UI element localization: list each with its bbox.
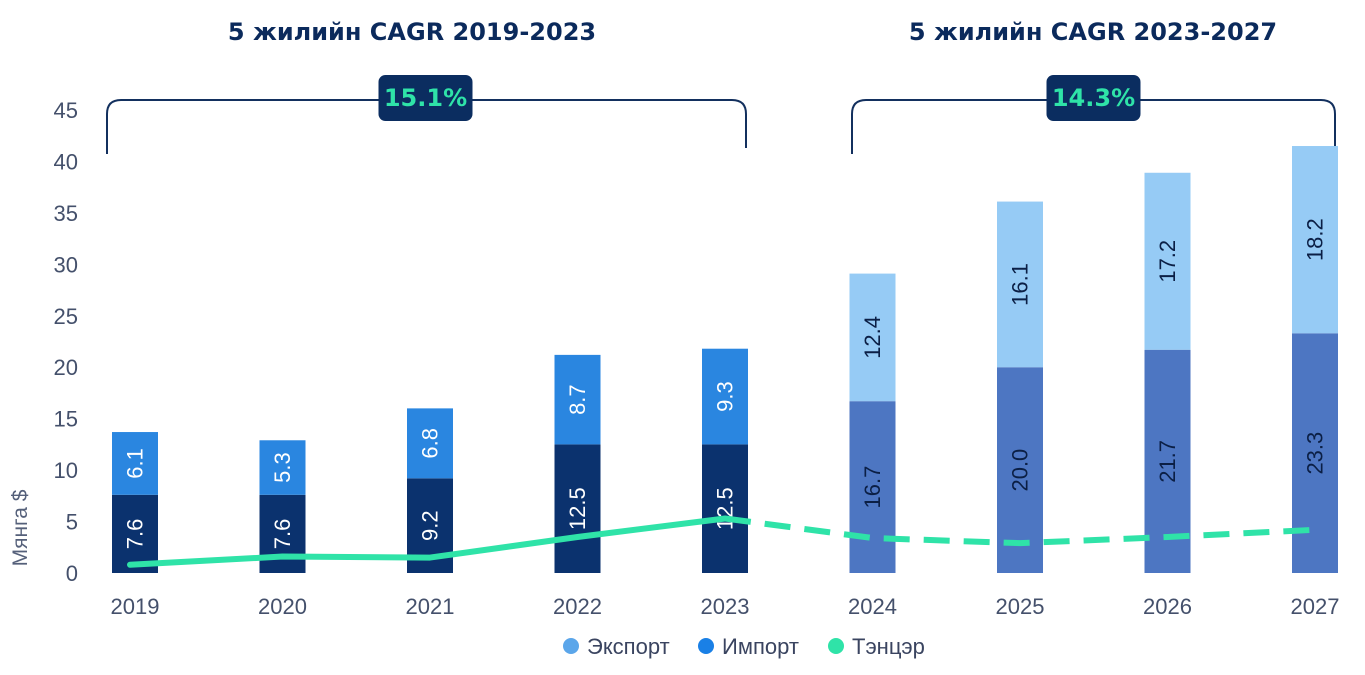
y-tick-label: 30 [54,252,78,277]
cagr-brackets: 15.1% 14.3% [106,75,1336,154]
y-tick-label: 40 [54,149,78,174]
x-tick-label: 2021 [406,594,455,619]
x-tick-label: 2020 [258,594,307,619]
bar-export-label: 16.1 [1008,263,1033,306]
legend-label-1: Экспорт [587,634,670,659]
cagr-value-2: 14.3% [1052,84,1135,112]
bar-export-2026 [1144,172,1191,350]
bar-export-2019 [112,432,158,495]
bar-export-label: 6.8 [418,428,443,459]
bar-import-label: 16.7 [860,466,885,509]
bar-export-2022 [554,354,601,445]
bar-export-label: 12.4 [860,316,885,359]
y-tick-label: 35 [54,201,78,226]
legend-marker-2 [698,638,714,654]
cagr-badge-1 [378,75,473,121]
balance-line-actual [127,515,728,568]
x-tick-label: 2027 [1291,594,1340,619]
y-tick-label: 45 [54,98,78,123]
period-titles: 5 жилийн CAGR 2019-2023 5 жилийн CAGR 202… [228,18,1277,46]
bars: 7.6 6.1 7.6 5.3 9.2 6.8 12.5 8.7 12.5 9.3 16.7 12.4… [112,146,1338,573]
x-tick-label: 2022 [553,594,602,619]
x-tick-label: 2025 [996,594,1045,619]
legend-marker-3 [828,638,844,654]
bar-import-label: 20.0 [1008,449,1033,492]
legend-label-3: Тэнцэр [852,634,925,659]
period-title-2: 5 жилийн CAGR 2023-2027 [909,18,1277,46]
bar-export-2021 [407,408,453,479]
x-axis: 2019 2020 2021 2022 2023 2024 2025 2026 2027 [111,594,1340,619]
bar-import-label: 12.5 [565,487,590,530]
y-tick-label: 15 [54,407,78,432]
y-axis-label: Мянга $ [9,489,32,566]
legend-label-2: Импорт [722,634,799,659]
bar-import-2025 [997,367,1043,573]
bar-export-label: 8.7 [565,384,590,415]
balance-line [127,515,1316,568]
bar-import-2024 [849,401,896,573]
bar-export-2025 [997,201,1043,368]
bar-import-label: 21.7 [1155,440,1180,483]
x-tick-label: 2024 [848,594,897,619]
bar-import-label: 12.5 [713,487,738,530]
balance-line-forecast [724,515,1316,547]
cagr-badge-2 [1046,75,1141,121]
bar-import-label: 9.2 [418,510,443,541]
period-title-1: 5 жилийн CAGR 2019-2023 [228,18,596,46]
y-tick-label: 25 [54,304,78,329]
y-tick-label: 5 [66,510,78,535]
bar-import-label: 7.6 [270,519,295,550]
x-tick-label: 2023 [701,594,750,619]
bar-import-2023 [702,444,748,573]
bar-export-label: 6.1 [123,448,148,479]
bar-export-2023 [702,348,748,445]
legend-marker-1 [563,638,579,654]
bar-import-2019 [112,494,158,573]
bar-export-label: 9.3 [713,381,738,412]
y-tick-label: 10 [54,458,78,483]
bar-export-label: 5.3 [270,452,295,483]
y-tick-label: 0 [66,561,78,586]
x-tick-label: 2026 [1143,594,1192,619]
bar-import-2022 [554,444,601,573]
legend: Экспорт Импорт Тэнцэр [563,634,925,659]
bar-export-2027 [1292,146,1338,334]
bar-export-2024 [849,273,896,402]
y-axis: 0 5 10 15 20 25 30 35 40 45 Мянга $ [9,98,78,586]
y-tick-label: 20 [54,355,78,380]
bar-import-label: 7.6 [123,519,148,550]
bar-import-label: 23.3 [1303,432,1328,475]
cagr-value-1: 15.1% [384,84,467,112]
bar-export-2020 [259,440,306,495]
bar-export-label: 17.2 [1155,240,1180,283]
bar-export-label: 18.2 [1303,218,1328,261]
x-tick-label: 2019 [111,594,160,619]
